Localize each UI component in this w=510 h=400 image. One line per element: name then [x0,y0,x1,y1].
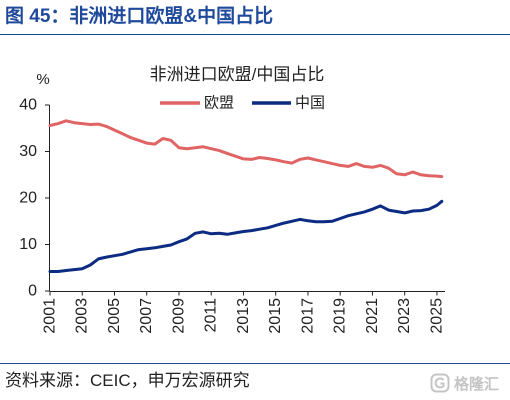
x-tick-label: 2015 [267,298,284,334]
x-tick-label: 2005 [106,298,123,334]
china-series-line [48,199,444,273]
y-tick-label: 20 [19,190,37,207]
figure-header-title: 图 45：非洲进口欧盟&中国占比 [5,6,274,27]
x-tick-label: 2025 [428,298,445,334]
x-axis-ticks: 2001 2003 2005 2007 2009 2011 2013 2015 2017 2019… [42,291,445,334]
x-tick-label: 2013 [235,298,252,334]
legend-label-china: 中国 [295,95,325,112]
x-tick-label: 2001 [42,298,59,334]
x-tick-label: 2009 [170,298,187,334]
eu-series-line [48,119,444,179]
footer-divider [0,363,510,364]
y-tick-label: 10 [19,236,37,253]
plot-lines [48,119,444,273]
header-divider [0,34,510,35]
legend: 欧盟 中国 [160,95,325,112]
y-tick-label: 30 [19,143,37,160]
y-tick-label: 0 [28,283,37,300]
watermark-text: 格隆汇 [454,375,500,393]
legend-label-eu: 欧盟 [204,95,234,112]
x-tick-label: 2019 [332,298,349,334]
x-tick-label: 2007 [138,298,155,334]
y-axis-unit-label: % [36,71,49,88]
x-tick-label: 2017 [299,298,316,334]
x-tick-label: 2003 [74,298,91,334]
x-tick-label: 2011 [203,298,220,333]
x-tick-label: 2021 [364,298,381,334]
watermark: 格隆汇 [430,371,499,395]
gelonghui-logo-icon [430,373,450,393]
chart-title: 非洲进口欧盟/中国占比 [150,65,325,84]
y-tick-label: 40 [19,97,37,114]
source-note: 资料来源：CEIC，申万宏源研究 [5,371,250,390]
x-tick-label: 2023 [396,298,413,334]
y-axis-ticks: 0 10 20 30 40 [19,97,50,300]
